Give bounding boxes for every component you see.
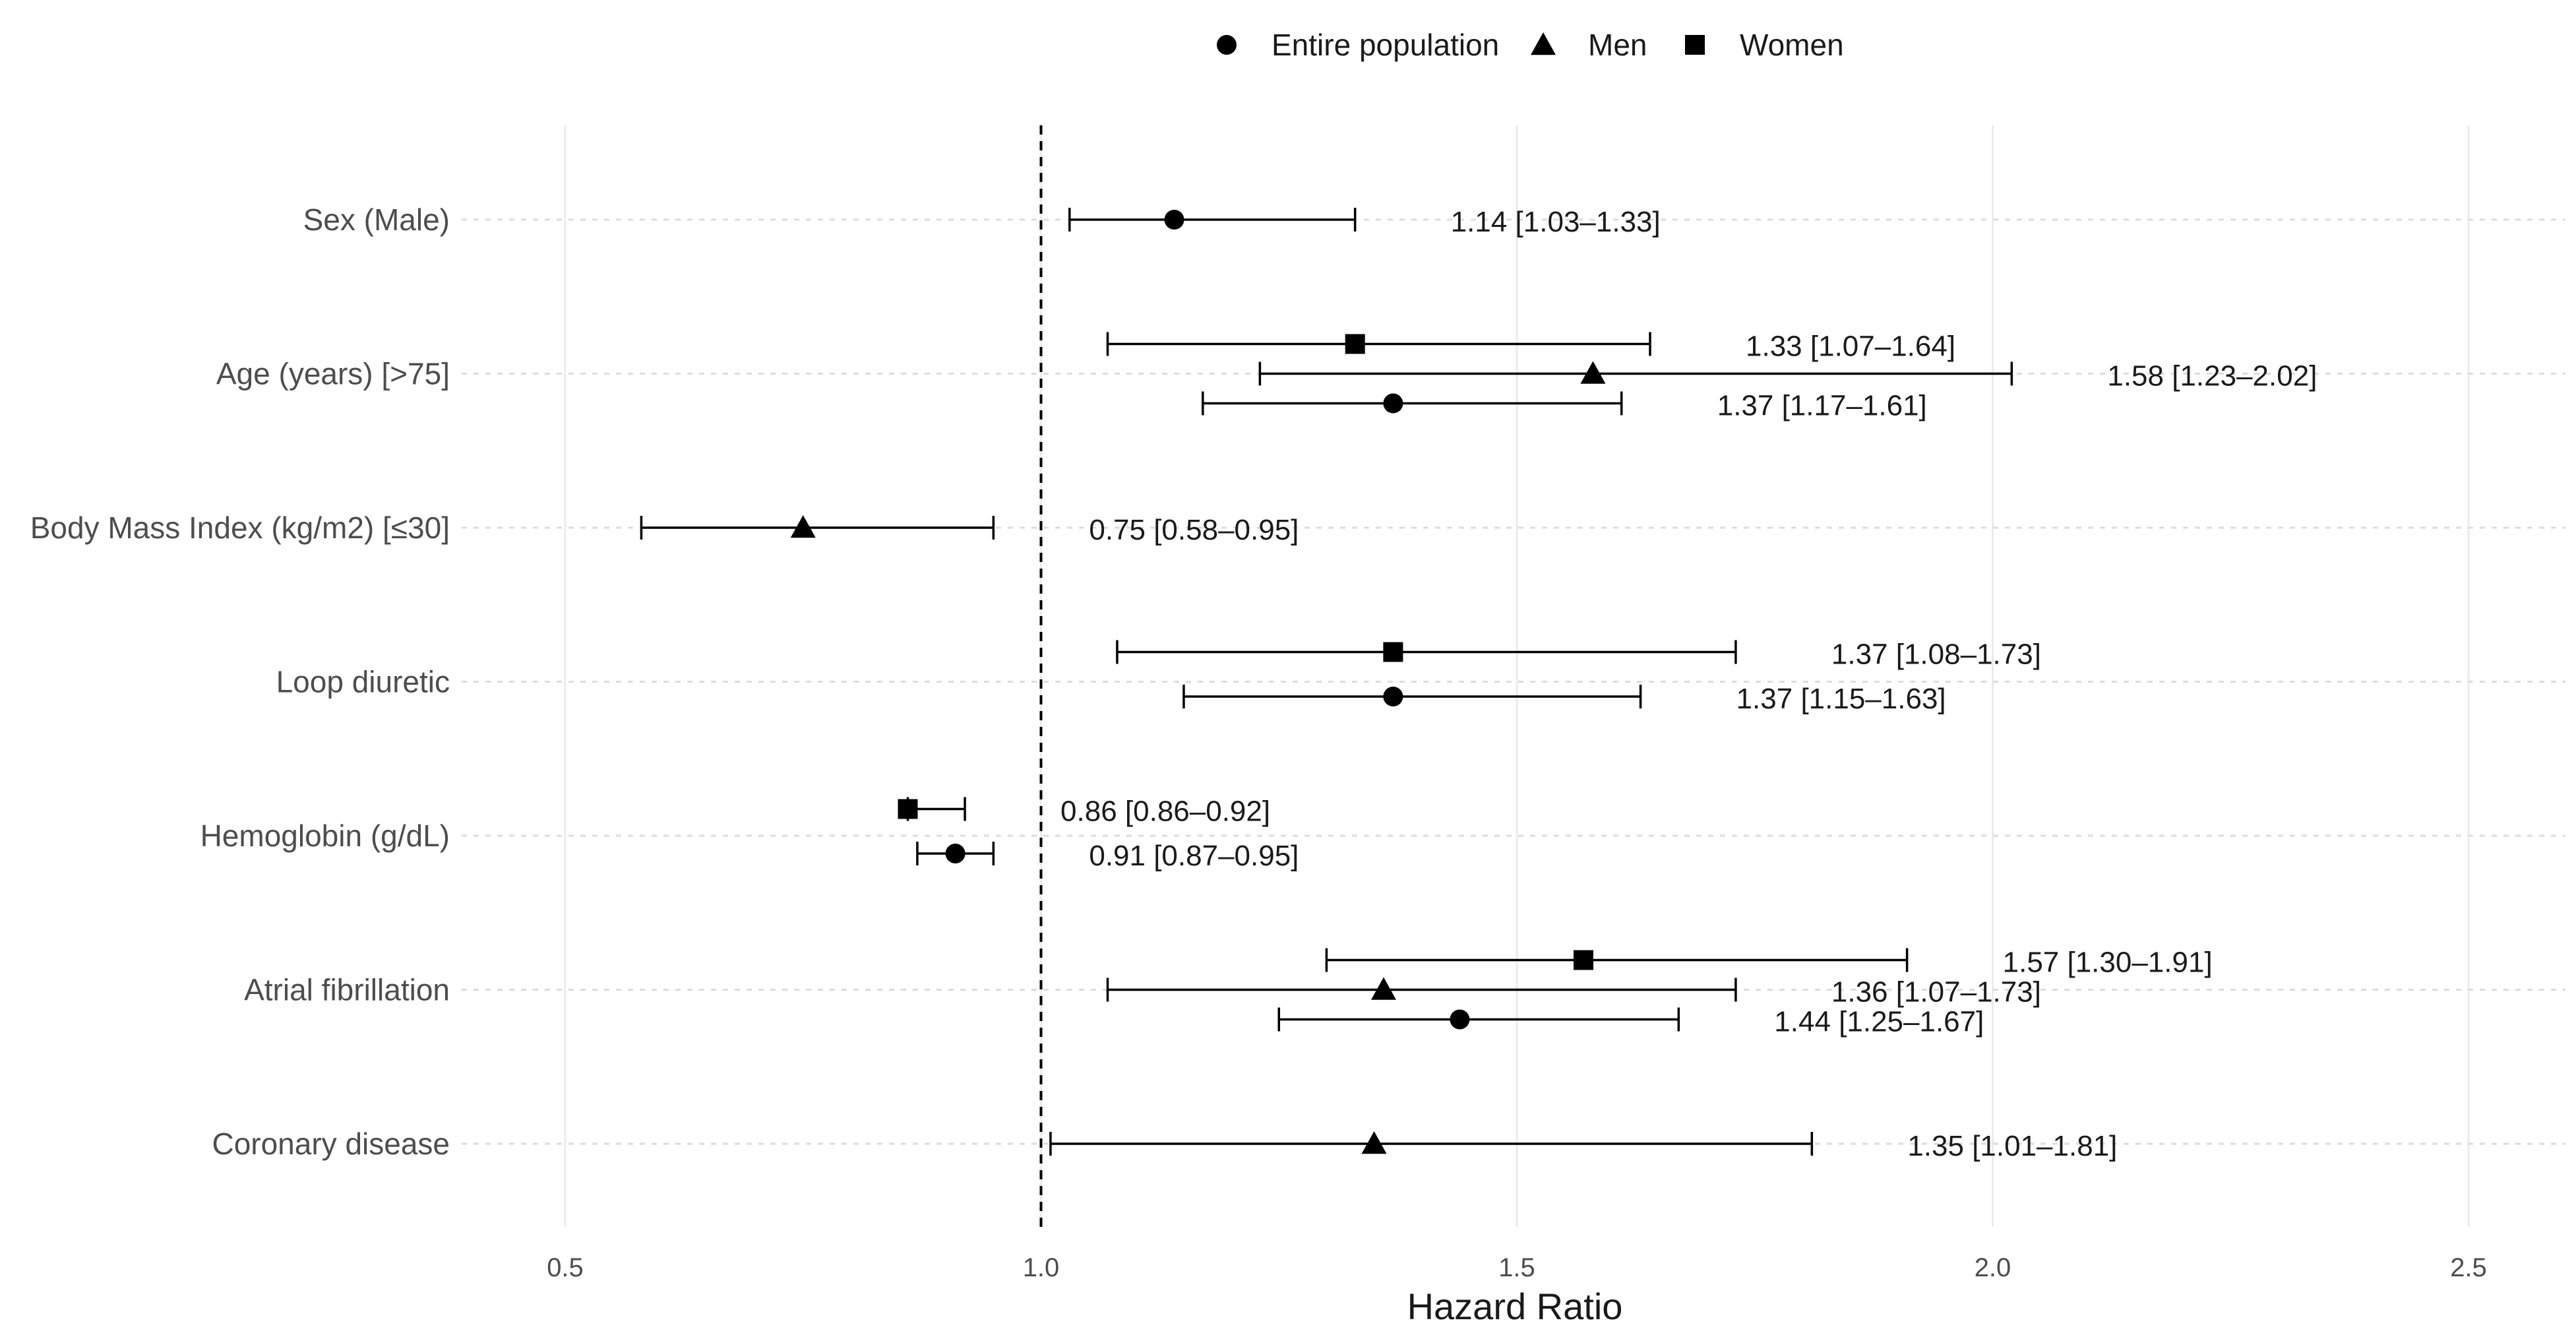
value-label: 1.58 [1.23–2.02] — [2107, 360, 2317, 392]
legend-item: Entire population — [1217, 28, 1499, 62]
category-label: Hemoglobin (g/dL) — [200, 819, 450, 853]
ci-point-group — [640, 515, 995, 540]
value-label: 1.35 [1.01–1.81] — [1907, 1130, 2117, 1162]
chart-marks — [640, 208, 2013, 1156]
square-marker — [1574, 950, 1594, 970]
ci-point-group — [1277, 1007, 1680, 1032]
square-marker — [1383, 642, 1403, 662]
ci-point-group — [916, 842, 995, 865]
value-label: 1.36 [1.07–1.73] — [1831, 976, 2041, 1009]
category-labels: Sex (Male) Age (years) [>75] Body Mass Ind… — [30, 202, 450, 1161]
square-marker — [1345, 334, 1365, 354]
category-label: Atrial fibrillation — [244, 973, 450, 1007]
legend-label: Entire population — [1272, 28, 1499, 62]
ci-point-group — [1068, 208, 1357, 232]
circle-marker — [945, 844, 966, 863]
circle-marker — [1217, 35, 1237, 55]
circle-marker — [1450, 1009, 1470, 1030]
triangle-marker — [1370, 977, 1396, 1000]
x-tick-label: 2.5 — [2450, 1253, 2487, 1282]
category-label: Body Mass Index (kg/m2) [≤30] — [30, 511, 450, 545]
legend-item: Women — [1685, 28, 1844, 62]
ci-point-group — [1325, 948, 1909, 972]
square-marker — [1685, 35, 1705, 55]
value-label: 0.91 [0.87–0.95] — [1089, 840, 1299, 872]
ci-point-group — [1202, 391, 1623, 416]
value-label: 1.37 [1.15–1.63] — [1736, 683, 1946, 715]
value-label: 0.75 [0.58–0.95] — [1089, 514, 1299, 546]
ci-point-group — [898, 797, 966, 821]
category-label: Coronary disease — [212, 1127, 450, 1161]
value-label: 1.37 [1.17–1.61] — [1717, 390, 1927, 422]
ci-point-group — [1106, 977, 1737, 1002]
x-axis-ticks: 0.5 1.0 1.5 2.0 2.5 — [547, 1253, 2487, 1282]
value-label: 1.33 [1.07–1.64] — [1746, 330, 1955, 363]
circle-marker — [1383, 393, 1403, 414]
value-label: 1.44 [1.25–1.67] — [1774, 1006, 1984, 1038]
value-labels: 1.14 [1.03–1.33] 1.33 [1.07–1.64] 1.58 [1.… — [1060, 206, 2317, 1162]
triangle-marker — [1580, 361, 1606, 384]
x-tick-label: 0.5 — [547, 1253, 584, 1282]
category-label: Loop diuretic — [276, 665, 450, 699]
value-label: 1.14 [1.03–1.33] — [1451, 206, 1661, 238]
category-label: Sex (Male) — [303, 202, 450, 237]
ci-point-group — [1049, 1131, 1814, 1156]
ci-point-group — [1182, 685, 1642, 708]
x-tick-label: 2.0 — [1975, 1253, 2011, 1282]
grid-lines — [462, 125, 2565, 1227]
legend-item: Men — [1531, 28, 1647, 62]
value-label: 0.86 [0.86–0.92] — [1060, 795, 1270, 828]
ci-point-group — [1116, 640, 1737, 664]
square-marker — [898, 799, 918, 819]
triangle-marker — [790, 515, 816, 538]
ci-point-group — [1106, 332, 1651, 356]
circle-marker — [1383, 687, 1403, 706]
x-axis-title: Hazard Ratio — [1407, 1286, 1623, 1327]
value-label: 1.37 [1.08–1.73] — [1831, 638, 2041, 671]
legend-label: Men — [1588, 28, 1647, 62]
triangle-marker — [1361, 1131, 1387, 1154]
category-label: Age (years) [>75] — [216, 357, 450, 391]
value-label: 1.57 [1.30–1.91] — [2003, 947, 2213, 979]
ci-point-group — [1258, 361, 2013, 386]
x-tick-label: 1.0 — [1023, 1253, 1060, 1282]
circle-marker — [1164, 210, 1184, 230]
triangle-marker — [1531, 32, 1556, 55]
x-tick-label: 1.5 — [1498, 1253, 1535, 1282]
legend: Entire population Men Women — [1217, 28, 1844, 62]
legend-label: Women — [1740, 28, 1844, 62]
